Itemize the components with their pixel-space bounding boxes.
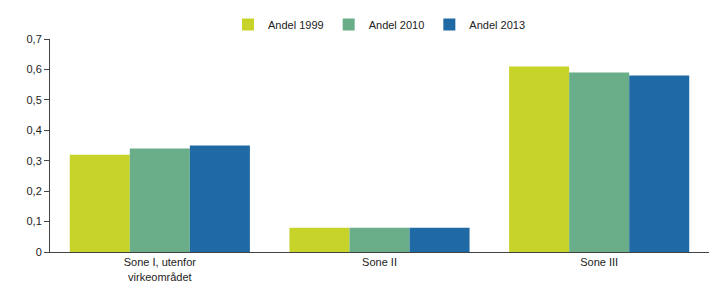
svg-text:0,3: 0,3 [27, 155, 42, 167]
svg-text:Sone II: Sone II [362, 256, 397, 268]
svg-text:0,7: 0,7 [27, 33, 42, 45]
svg-text:Andel 2010: Andel 2010 [369, 19, 425, 31]
svg-text:Andel 2013: Andel 2013 [469, 19, 525, 31]
svg-text:0,4: 0,4 [27, 124, 42, 136]
svg-text:Andel 1999: Andel 1999 [268, 19, 324, 31]
svg-text:0: 0 [36, 246, 42, 258]
svg-text:0,6: 0,6 [27, 63, 42, 75]
svg-text:Sone I, utenforvirkeområdet: Sone I, utenforvirkeområdet [124, 256, 196, 282]
svg-text:Sone III: Sone III [580, 256, 618, 268]
svg-text:0,5: 0,5 [27, 94, 42, 106]
svg-text:0,2: 0,2 [27, 185, 42, 197]
svg-text:0,1: 0,1 [27, 215, 42, 227]
